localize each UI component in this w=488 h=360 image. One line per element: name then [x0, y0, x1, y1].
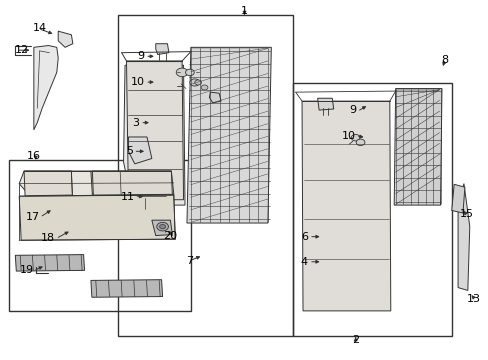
Text: 11: 11 — [121, 192, 135, 202]
Polygon shape — [152, 220, 172, 235]
Circle shape — [201, 85, 207, 90]
Polygon shape — [156, 44, 168, 54]
Circle shape — [355, 139, 364, 145]
Polygon shape — [128, 137, 152, 164]
Polygon shape — [19, 171, 173, 196]
Text: 17: 17 — [25, 212, 40, 221]
Text: 14: 14 — [33, 23, 47, 33]
Polygon shape — [15, 255, 84, 271]
Text: 10: 10 — [341, 131, 355, 141]
Circle shape — [194, 80, 201, 85]
Circle shape — [189, 79, 199, 86]
Polygon shape — [92, 171, 172, 195]
Text: 10: 10 — [130, 77, 144, 87]
Polygon shape — [317, 98, 333, 110]
Text: 12: 12 — [15, 45, 29, 55]
Circle shape — [159, 225, 165, 229]
Text: 15: 15 — [458, 209, 472, 219]
Polygon shape — [91, 280, 162, 297]
Text: 9: 9 — [349, 105, 356, 115]
Polygon shape — [186, 47, 271, 223]
Bar — [118, 15, 293, 336]
Text: 13: 13 — [466, 294, 480, 304]
Polygon shape — [302, 101, 390, 311]
Text: 20: 20 — [163, 231, 177, 240]
Text: 5: 5 — [126, 146, 133, 156]
Polygon shape — [126, 61, 183, 200]
Polygon shape — [209, 92, 221, 103]
Polygon shape — [393, 89, 441, 205]
Polygon shape — [451, 184, 464, 213]
Text: 9: 9 — [137, 51, 144, 61]
Polygon shape — [24, 171, 72, 196]
Circle shape — [185, 69, 194, 76]
Text: 18: 18 — [41, 233, 55, 243]
Text: 2: 2 — [351, 334, 359, 345]
Text: 8: 8 — [440, 55, 447, 65]
Text: 3: 3 — [132, 118, 140, 128]
Text: 1: 1 — [241, 6, 247, 16]
Circle shape — [176, 68, 187, 77]
Text: 7: 7 — [186, 256, 193, 266]
Circle shape — [157, 222, 168, 231]
Circle shape — [350, 134, 359, 141]
Polygon shape — [58, 31, 73, 47]
Polygon shape — [123, 65, 184, 205]
Polygon shape — [457, 184, 469, 291]
Text: 4: 4 — [300, 257, 307, 267]
Bar — [9, 160, 190, 311]
Text: 19: 19 — [20, 265, 34, 275]
Polygon shape — [135, 191, 170, 211]
Polygon shape — [19, 195, 175, 240]
Text: 16: 16 — [27, 150, 41, 161]
Polygon shape — [34, 45, 58, 130]
Bar — [293, 83, 451, 336]
Text: 6: 6 — [300, 232, 307, 242]
